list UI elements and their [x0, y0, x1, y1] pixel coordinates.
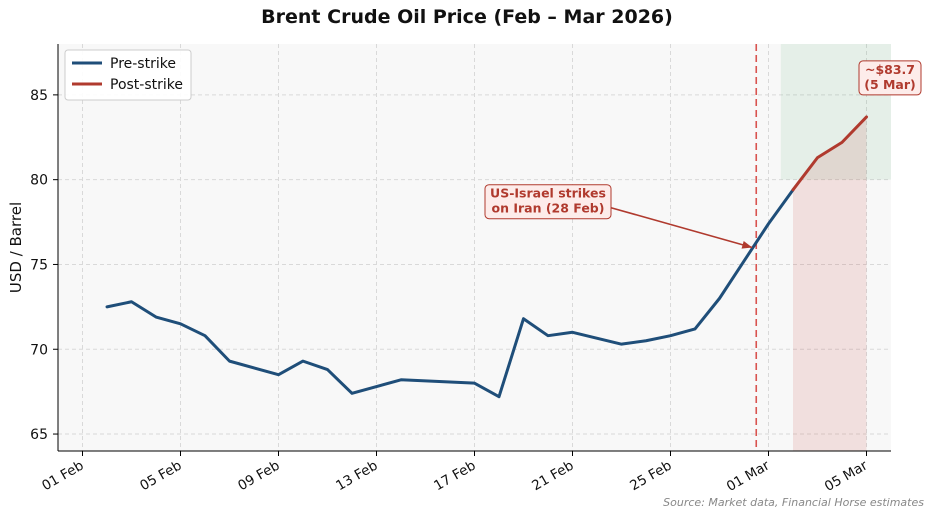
strike-annotation-arrow — [610, 206, 753, 249]
post-strike-area-fill — [793, 116, 867, 451]
legend-label: Pre-strike — [110, 56, 176, 72]
strike-annotation-box — [484, 184, 612, 220]
legend-label: Post-strike — [110, 77, 183, 93]
x-tick-label: 01 Feb — [39, 458, 86, 495]
y-tick-label: 75 — [30, 257, 48, 273]
x-tick-label: 17 Feb — [431, 458, 478, 495]
x-tick-label: 05 Feb — [137, 458, 184, 495]
y-axis-label: USD / Barrel — [7, 202, 25, 293]
source-note: Source: Market data, Financial Horse est… — [663, 496, 924, 509]
x-tick-label: 01 Mar — [724, 457, 773, 495]
x-tick-label: 09 Feb — [235, 458, 282, 495]
legend-layer: Pre-strike Post-strike — [64, 49, 192, 101]
series-line-pre-strike — [105, 188, 795, 399]
y-tick-label: 85 — [30, 88, 48, 104]
x-tick-label: 13 Feb — [333, 458, 380, 495]
chart-title: Brent Crude Oil Price (Feb – Mar 2026) — [261, 6, 673, 28]
series-layer — [105, 115, 868, 399]
series-line-post-strike — [791, 115, 868, 192]
x-tick-label: 05 Mar — [822, 457, 871, 495]
y-tick-label: 65 — [30, 427, 48, 443]
strike-annotation-text: on Iran (28 Feb) — [492, 201, 605, 216]
y-tick-label: 70 — [30, 342, 48, 358]
x-tick-label: 25 Feb — [627, 458, 674, 495]
y-tick-label: 80 — [30, 173, 48, 189]
price-annotation-box — [858, 60, 922, 96]
x-tick-label: 21 Feb — [529, 458, 576, 495]
price-annotation-text: ~$83.7 — [865, 62, 915, 77]
strike-annotation-text: US-Israel strikes — [490, 186, 606, 201]
arrowhead-icon — [741, 240, 753, 249]
price-annotation-text: (5 Mar) — [864, 77, 916, 92]
